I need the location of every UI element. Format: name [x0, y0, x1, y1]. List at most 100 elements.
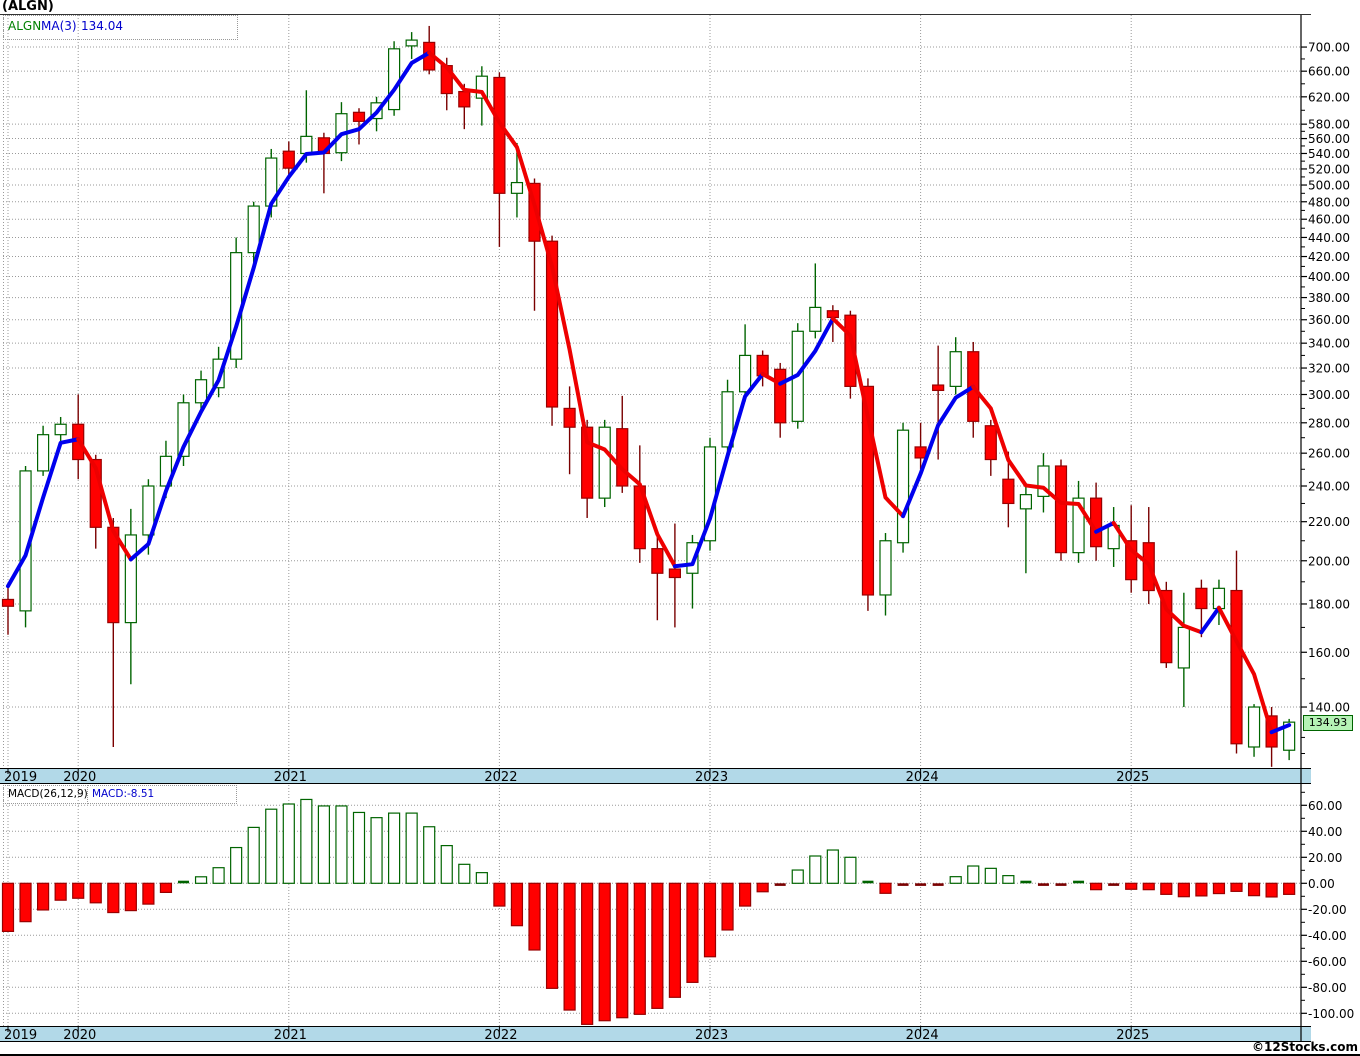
ma3-segment: [1094, 520, 1116, 534]
macd-tick-label: -60.00: [1308, 955, 1347, 969]
candle: [809, 263, 822, 339]
macd-bar: [721, 882, 734, 931]
price-tick-label: 200.00: [1308, 554, 1350, 568]
macd-bar: [1177, 882, 1190, 898]
price-tick-label: 420.00: [1308, 250, 1350, 264]
macd-bar: [545, 882, 559, 989]
price-tick-label: 380.00: [1308, 291, 1350, 305]
macd-indicator-label: MACD(26,12,9): [3, 785, 88, 804]
candle-body: [1019, 494, 1033, 510]
candle-body: [159, 455, 173, 487]
year-label: 2022: [484, 770, 518, 785]
candle: [493, 72, 506, 247]
candle-body: [510, 181, 524, 194]
macd-dash: [774, 883, 786, 886]
macd-bar: [230, 846, 243, 884]
candle-body: [1230, 589, 1243, 745]
macd-bar: [352, 811, 366, 884]
price-tick-label: 300.00: [1308, 388, 1350, 402]
candle: [54, 416, 67, 443]
macd-tick-label: -40.00: [1308, 929, 1347, 943]
macd-bar: [247, 826, 260, 884]
candle-body: [563, 407, 576, 428]
candle-body: [1142, 542, 1155, 592]
price-tick-label: 580.00: [1308, 118, 1350, 132]
candle-body: [826, 310, 839, 319]
macd-bar: [317, 805, 330, 884]
year-label: 2020: [63, 1028, 97, 1043]
candle: [1089, 482, 1103, 561]
candle: [581, 419, 594, 518]
candle-body: [36, 434, 50, 472]
candle: [879, 533, 892, 616]
price-tick-label: 140.00: [1308, 701, 1350, 715]
price-tick-label: 280.00: [1308, 416, 1350, 430]
year-label: 2019: [4, 770, 38, 785]
candle-body: [405, 39, 418, 47]
price-tick-label: 320.00: [1308, 362, 1350, 376]
year-label: 2023: [695, 1028, 729, 1043]
candle-body: [1, 598, 15, 607]
macd-bar: [879, 882, 892, 894]
candle-body: [423, 41, 436, 71]
macd-bar: [651, 882, 664, 1009]
candle: [510, 142, 524, 218]
macd-dash: [178, 880, 189, 884]
candle-body: [914, 446, 927, 459]
macd-bar: [756, 882, 769, 893]
candle-body: [1072, 497, 1085, 554]
year-label: 2019: [4, 1028, 38, 1043]
candle: [212, 346, 225, 398]
macd-dash: [915, 883, 927, 886]
candle: [1019, 486, 1033, 574]
macd-bar: [616, 882, 629, 1019]
macd-bar: [1212, 882, 1226, 895]
candle-body: [1195, 587, 1208, 610]
candle: [1002, 451, 1015, 528]
legend-symbol: ALGN: [8, 19, 42, 33]
macd-dash: [1055, 883, 1067, 886]
candle: [405, 32, 418, 59]
year-label: 2024: [905, 1028, 939, 1043]
candle: [545, 235, 559, 426]
ma3-segment: [901, 384, 976, 519]
ma3-segment: [6, 437, 81, 589]
macd-bar: [703, 882, 717, 958]
candle: [738, 324, 752, 402]
macd-bar: [510, 882, 524, 927]
macd-bar: [633, 882, 646, 1015]
candle-body: [844, 314, 857, 387]
candle-body: [72, 423, 85, 461]
candle-body: [300, 135, 313, 155]
macd-bar: [1283, 882, 1296, 895]
macd-tick-label: 20.00: [1308, 851, 1342, 865]
candle: [335, 102, 348, 162]
candle: [651, 536, 664, 621]
candle-body: [528, 182, 541, 242]
macd-bar: [581, 882, 594, 1025]
candle: [598, 419, 611, 508]
macd-bar: [89, 882, 102, 904]
candle-body: [756, 354, 769, 377]
macd-bar: [1247, 882, 1261, 897]
candle: [896, 422, 910, 553]
macd-bar: [1089, 882, 1103, 891]
candle-body: [212, 358, 225, 389]
macd-dash: [1108, 883, 1120, 886]
price-tick-label: 620.00: [1308, 90, 1350, 104]
price-tick-label: 340.00: [1308, 337, 1350, 351]
candle: [1212, 579, 1226, 626]
candle-body: [686, 542, 699, 574]
candle: [230, 237, 243, 369]
candle-body: [1054, 465, 1068, 554]
ma3-segment: [1216, 605, 1274, 735]
macd-bar: [738, 882, 752, 907]
macd-bar: [686, 882, 699, 983]
candle: [914, 422, 927, 470]
macd-bar: [405, 812, 418, 884]
price-tick-label: 400.00: [1308, 270, 1350, 284]
candle: [388, 41, 401, 116]
axes: 700.00 660.00 620.00 580.00560.00540.00520.…: [0, 14, 1354, 1041]
ma3-segment: [1269, 723, 1292, 735]
candle: [967, 341, 980, 438]
